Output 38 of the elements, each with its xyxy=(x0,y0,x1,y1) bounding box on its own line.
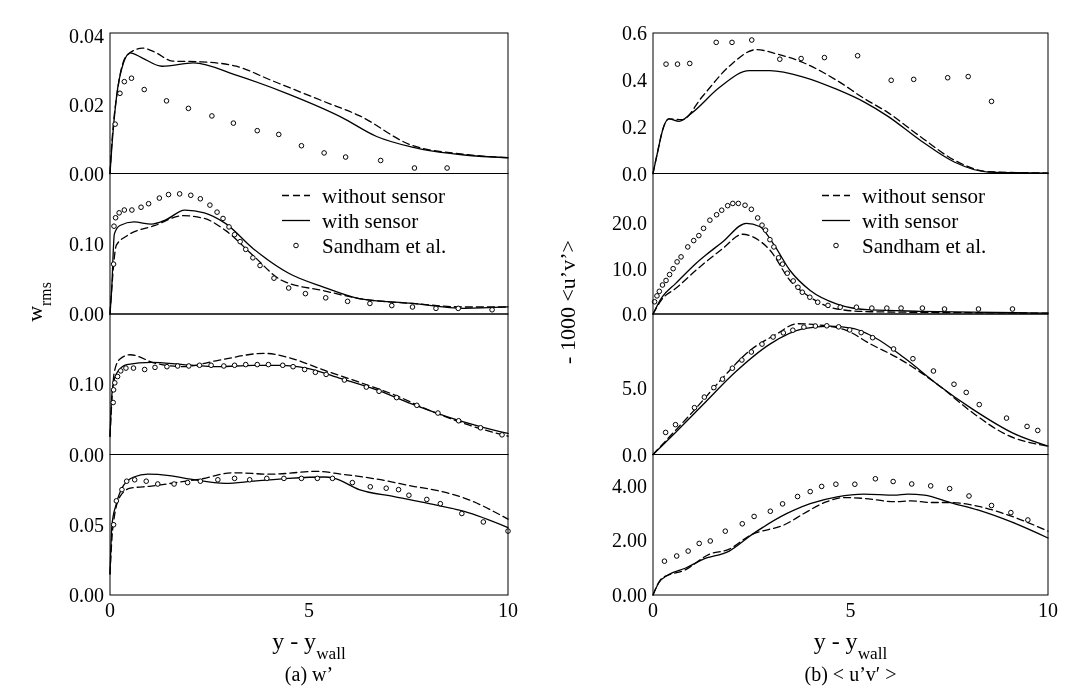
legend-label: with sensor xyxy=(322,208,419,233)
y-tick-label: 0.0 xyxy=(622,162,647,185)
text: (b) < u’v′ > xyxy=(804,663,897,686)
x-tick-label: 5 xyxy=(845,599,856,621)
y-axis-title: - 1000 <u’v’> xyxy=(555,240,580,364)
y-tick-label: 4.00 xyxy=(612,474,647,497)
y-tick-label: 0.2 xyxy=(622,115,647,138)
legend-label: without sensor xyxy=(862,183,986,208)
x-tick-label: 5 xyxy=(304,599,314,621)
y-tick-label: 0.0 xyxy=(622,303,647,325)
y-tick-label: 0.0 xyxy=(622,443,647,466)
y-tick-label: 0.00 xyxy=(612,584,647,606)
legend-label: Sandham et al. xyxy=(862,233,987,258)
y-tick-label: 0.00 xyxy=(69,162,104,185)
y-tick-label: 5.0 xyxy=(622,376,647,399)
y-tick-label: 0.00 xyxy=(69,303,104,325)
y-tick-label: 0.05 xyxy=(69,513,104,536)
y-tick-label: 20.0 xyxy=(612,212,647,235)
y-tick-label: 0.6 xyxy=(622,22,647,44)
y-tick-label: 10.0 xyxy=(612,257,647,280)
y-tick-label: 2.00 xyxy=(612,529,647,552)
y-tick-label: 0.04 xyxy=(69,25,104,48)
y-tick-label: 0.00 xyxy=(69,443,104,466)
y-tick-label: 0.10 xyxy=(69,373,104,396)
legend-label: with sensor xyxy=(862,208,959,233)
y-tick-label: 0.4 xyxy=(622,68,647,91)
text: (a) w’ xyxy=(284,663,334,686)
legend-label: Sandham et al. xyxy=(322,233,447,258)
x-tick-label: 10 xyxy=(1038,599,1058,621)
x-axis-title: y - y$_{wall}$ xyxy=(272,628,347,663)
x-tick-label: 0 xyxy=(105,599,115,621)
y-tick-label: 0.10 xyxy=(69,232,104,255)
x-tick-label: 10 xyxy=(498,599,518,621)
legend-label: without sensor xyxy=(322,183,446,208)
x-tick-label: 0 xyxy=(648,599,658,621)
y-tick-label: 0.02 xyxy=(69,93,104,116)
x-axis-title: y - y$_{wall}$ xyxy=(813,628,888,663)
y-tick-label: 0.00 xyxy=(69,584,104,606)
